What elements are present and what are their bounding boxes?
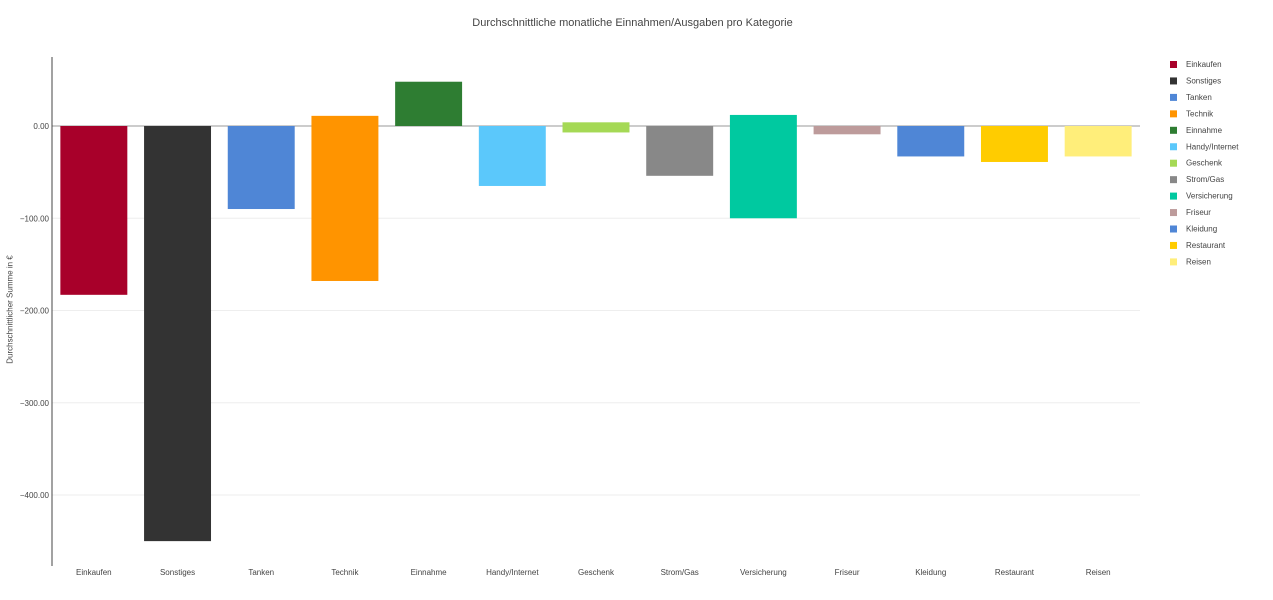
x-tick-label: Tanken xyxy=(248,568,274,577)
x-tick-label: Einnahme xyxy=(411,568,448,577)
legend-item-label[interactable]: Reisen xyxy=(1186,257,1211,266)
legend-item-label[interactable]: Einnahme xyxy=(1186,126,1223,135)
legend-item-label[interactable]: Sonstiges xyxy=(1186,76,1221,85)
x-tick-label: Handy/Internet xyxy=(486,568,539,577)
bars xyxy=(60,81,1132,542)
grid-lines xyxy=(52,125,1140,496)
bar-geschenk[interactable] xyxy=(562,122,630,133)
bar-sonstiges[interactable] xyxy=(144,126,212,542)
legend-swatch[interactable] xyxy=(1170,225,1177,233)
x-tick-label: Friseur xyxy=(835,568,860,577)
x-tick-label: Geschenk xyxy=(578,568,615,577)
legend-item-label[interactable]: Strom/Gas xyxy=(1186,175,1224,184)
x-tick-label: Strom/Gas xyxy=(661,568,699,577)
legend-swatch[interactable] xyxy=(1170,143,1177,151)
bar-strom-gas[interactable] xyxy=(646,126,714,176)
y-tick-label: −400.00 xyxy=(20,491,50,500)
legend-item-label[interactable]: Technik xyxy=(1186,109,1214,118)
legend-item-label[interactable]: Geschenk xyxy=(1186,159,1223,168)
x-tick-label: Reisen xyxy=(1086,568,1111,577)
legend-swatch[interactable] xyxy=(1170,176,1177,184)
x-tick-label: Restaurant xyxy=(995,568,1035,577)
legend-item-label[interactable]: Versicherung xyxy=(1186,192,1233,201)
legend-swatch[interactable] xyxy=(1170,126,1177,134)
legend-swatch[interactable] xyxy=(1170,192,1177,200)
y-tick-label: −100.00 xyxy=(20,214,50,223)
bar-reisen[interactable] xyxy=(1064,126,1132,157)
x-tick-label: Kleidung xyxy=(915,568,946,577)
x-tick-label: Einkaufen xyxy=(76,568,112,577)
legend-swatch[interactable] xyxy=(1170,93,1177,101)
legend[interactable]: Einkaufen Sonstiges Tanken Technik Einnahme H… xyxy=(1170,60,1239,266)
y-tick-label: −200.00 xyxy=(20,307,50,316)
legend-swatch[interactable] xyxy=(1170,77,1177,85)
bar-tanken[interactable] xyxy=(227,126,295,210)
x-tick-label: Technik xyxy=(331,568,359,577)
y-tick-label: 0.00 xyxy=(33,122,49,131)
x-tick-label: Sonstiges xyxy=(160,568,195,577)
legend-swatch[interactable] xyxy=(1170,159,1177,167)
bar-technik[interactable] xyxy=(311,115,379,281)
legend-swatch[interactable] xyxy=(1170,258,1177,266)
bar-kleidung[interactable] xyxy=(897,126,965,157)
bar-restaurant[interactable] xyxy=(980,126,1048,162)
bar-friseur[interactable] xyxy=(813,126,881,135)
y-tick-label: −300.00 xyxy=(20,399,50,408)
chart-title: Durchschnittliche monatliche Einnahmen/A… xyxy=(472,17,793,29)
legend-item-label[interactable]: Tanken xyxy=(1186,93,1212,102)
legend-item-label[interactable]: Restaurant xyxy=(1186,241,1226,250)
bar-handy-internet[interactable] xyxy=(478,126,546,186)
axes: 0.00 −100.00 −200.00 −300.00 −400.00 Einkaufe… xyxy=(20,57,1111,577)
legend-swatch[interactable] xyxy=(1170,110,1177,118)
legend-item-label[interactable]: Friseur xyxy=(1186,208,1211,217)
bar-einnahme[interactable] xyxy=(395,81,463,126)
legend-item-label[interactable]: Handy/Internet xyxy=(1186,142,1239,151)
x-tick-label: Versicherung xyxy=(740,568,787,577)
legend-item-label[interactable]: Kleidung xyxy=(1186,225,1217,234)
legend-swatch[interactable] xyxy=(1170,209,1177,217)
legend-item-label[interactable]: Einkaufen xyxy=(1186,60,1222,69)
bar-einkaufen[interactable] xyxy=(60,126,128,295)
legend-swatch[interactable] xyxy=(1170,241,1177,249)
bar-versicherung[interactable] xyxy=(729,114,797,219)
legend-swatch[interactable] xyxy=(1170,61,1177,68)
